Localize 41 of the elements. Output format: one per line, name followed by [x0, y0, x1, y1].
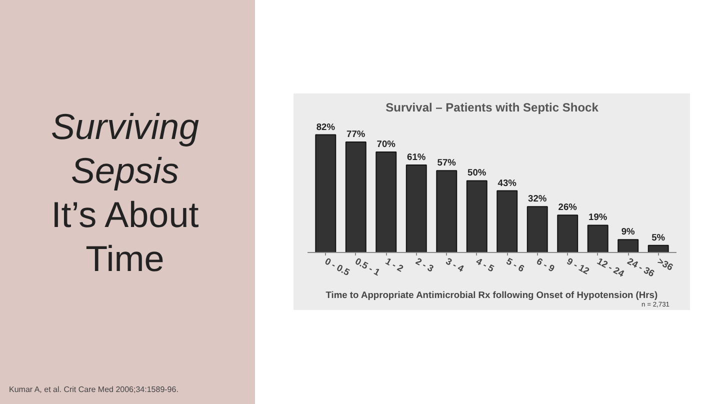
bar: [618, 239, 639, 252]
bar: [345, 141, 366, 252]
x-tick-label: 24 - 36: [626, 256, 656, 279]
text: Kumar A, et al. Crit Care Med 2006;34:1589-96.: [9, 384, 178, 396]
x-tick-label: 0.5 - 1: [353, 256, 382, 278]
x-tick-label: 1 - 2: [384, 256, 405, 274]
data-label: 26%: [558, 202, 578, 212]
chart-title: Survival – Patients with Septic Shock: [386, 100, 599, 114]
data-label: 50%: [468, 168, 487, 178]
bar: [587, 224, 608, 252]
data-label: 82%: [316, 122, 336, 132]
data-label: 77%: [346, 128, 366, 139]
text: Surviving Sepsis: [50, 105, 200, 193]
x-tick-label: 9 - 12: [565, 256, 591, 276]
x-tick-label: 0 - 0.5: [323, 256, 352, 278]
data-label: 57%: [437, 158, 457, 168]
data-label: 19%: [588, 212, 608, 222]
data-label: 32%: [528, 194, 548, 204]
x-tick-label: 12 - 24: [595, 256, 626, 280]
x-axis-title: Time to Appropriate Antimicrobial Rx following Onset of Hypotension (Hrs): [326, 290, 658, 300]
bar: [648, 244, 669, 252]
data-label: 5%: [652, 232, 666, 242]
x-tick-label: 2 - 3: [414, 256, 436, 274]
bar: [496, 190, 518, 252]
bar: [406, 164, 427, 252]
x-tick-label: 3 - 4: [444, 256, 466, 274]
bar: [436, 170, 458, 252]
x-tick-label: 6 - 9: [534, 256, 556, 274]
x-tick-label: 4 - 5: [474, 256, 496, 274]
x-tick-label: >36: [656, 256, 675, 272]
bar: [466, 180, 488, 252]
data-label: 70%: [376, 139, 396, 150]
x-tick-label: 5 - 6: [504, 256, 526, 274]
bar: [526, 206, 548, 252]
bar: [557, 214, 578, 252]
data-label: 43%: [498, 178, 518, 188]
data-label: 9%: [621, 226, 636, 237]
text: It’s About Time: [50, 193, 200, 281]
data-label: 61%: [407, 152, 426, 162]
bar: [376, 152, 397, 252]
bar: [315, 134, 336, 252]
